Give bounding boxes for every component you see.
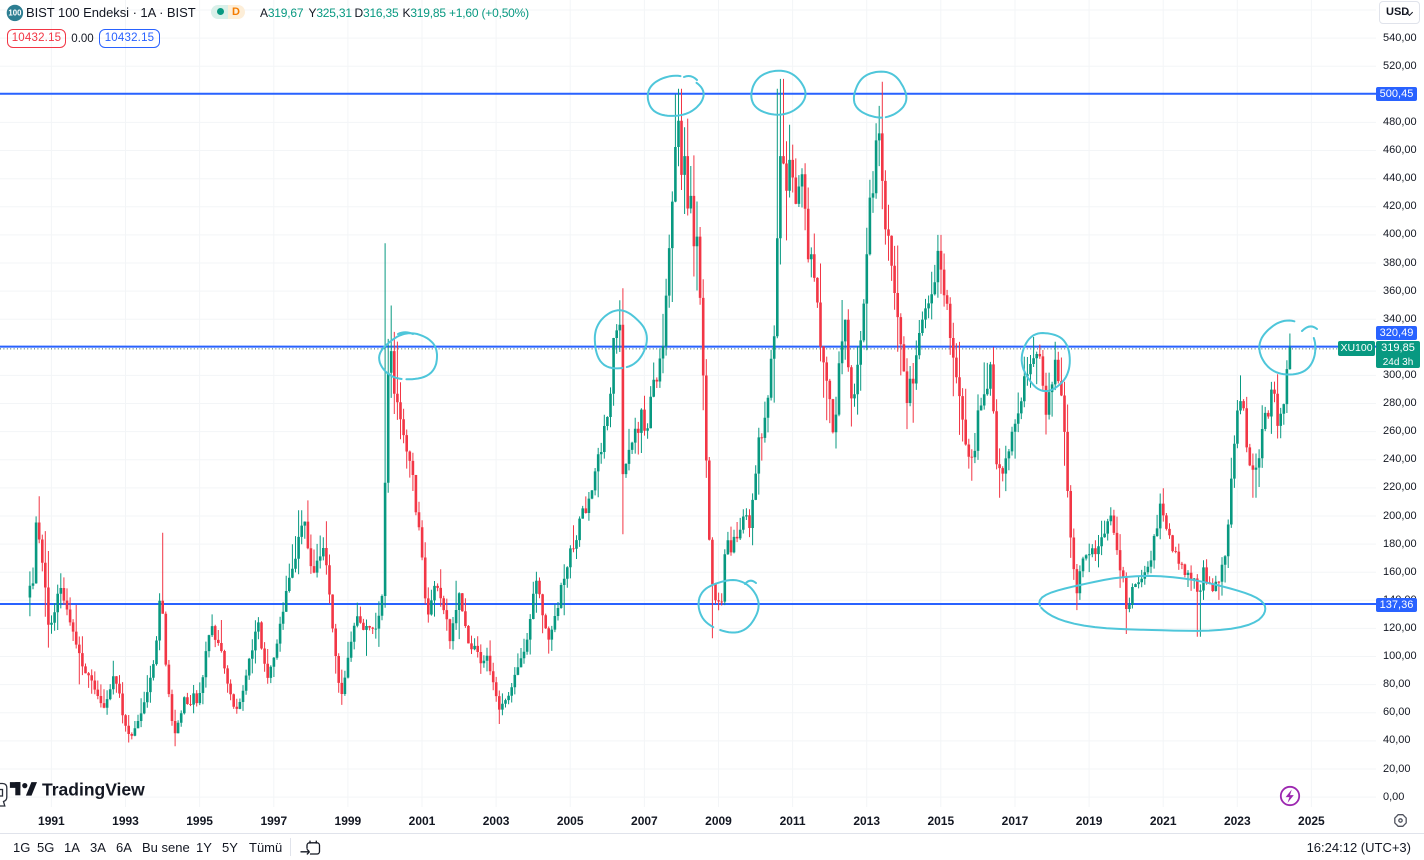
svg-text:100: 100 — [8, 9, 22, 18]
svg-text:TradingView: TradingView — [42, 780, 145, 800]
